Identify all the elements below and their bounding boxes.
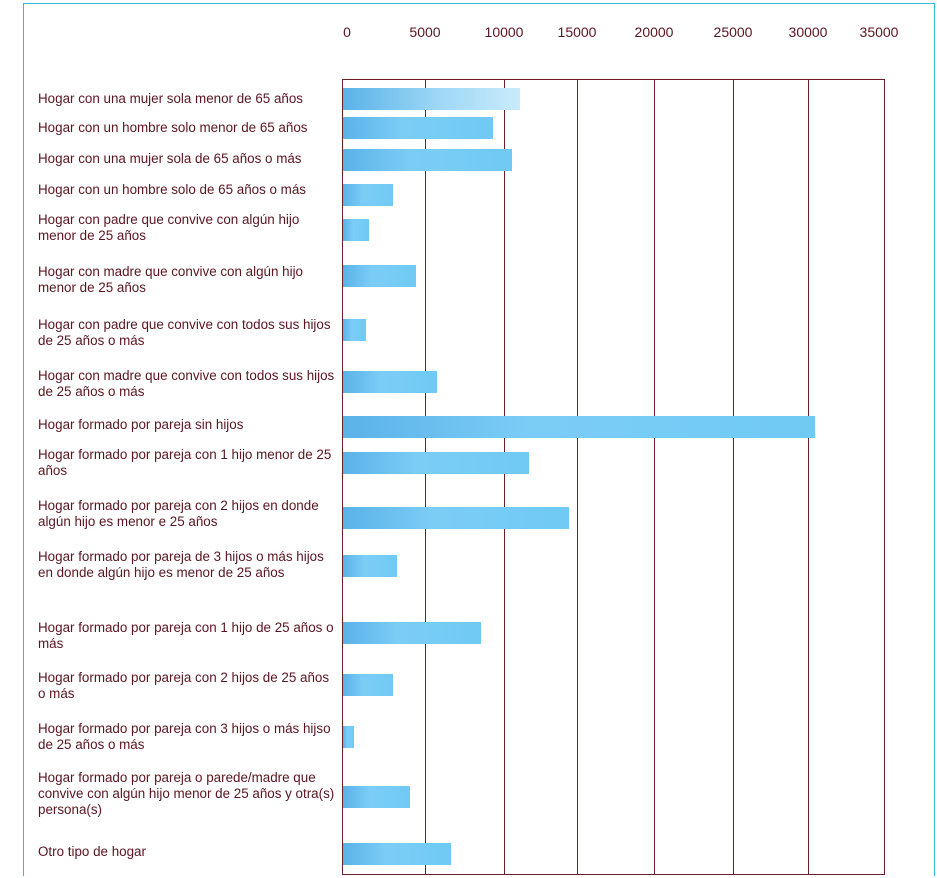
bar — [343, 843, 452, 865]
category-label: Hogar formado por pareja con 2 hijos en … — [38, 498, 319, 529]
bar — [343, 622, 481, 644]
x-tick-label: 0 — [343, 24, 351, 40]
category-label: Hogar con padre que convive con todos su… — [38, 317, 331, 348]
x-tick-label: 30000 — [788, 24, 828, 40]
category-label: Hogar con un hombre solo menor de 65 año… — [38, 120, 308, 135]
gridline — [425, 79, 426, 875]
bar — [343, 786, 410, 808]
category-label: Hogar con una mujer sola menor de 65 año… — [38, 91, 303, 106]
bar — [343, 219, 370, 241]
bar — [343, 507, 570, 529]
bar — [343, 319, 367, 341]
bar — [343, 265, 416, 287]
category-label: Hogar formado por pareja con 2 hijos de … — [38, 670, 330, 701]
x-tick-label: 5000 — [409, 24, 441, 40]
gridline — [577, 79, 578, 875]
bar — [343, 184, 393, 206]
category-label: Hogar formado por pareja con 1 hijo de 2… — [38, 620, 334, 651]
bar — [343, 88, 520, 110]
bar — [343, 149, 512, 171]
x-tick-label: 35000 — [859, 24, 899, 40]
gridline — [654, 79, 655, 875]
category-label: Otro tipo de hogar — [38, 844, 146, 859]
x-tick-label: 10000 — [484, 24, 524, 40]
plot-area — [342, 79, 885, 875]
category-label: Hogar con madre que convive con todos su… — [38, 368, 335, 399]
gridline — [733, 79, 734, 875]
category-label: Hogar formado por pareja con 3 hijos o m… — [38, 721, 331, 752]
category-label: Hogar formado por pareja de 3 hijos o má… — [38, 549, 324, 580]
bar — [343, 674, 393, 696]
x-tick-label: 15000 — [557, 24, 597, 40]
bar — [343, 555, 398, 577]
x-tick-label: 25000 — [713, 24, 753, 40]
category-label: Hogar formado por pareja con 1 hijo meno… — [38, 447, 332, 478]
gridline — [808, 79, 809, 875]
bar — [343, 726, 354, 748]
chart-frame — [23, 3, 935, 876]
category-label: Hogar con un hombre solo de 65 años o má… — [38, 182, 306, 197]
category-label: Hogar formado por pareja sin hijos — [38, 417, 244, 432]
category-label: Hogar con una mujer sola de 65 años o má… — [38, 151, 302, 166]
bar — [343, 371, 438, 393]
category-label: Hogar formado por pareja o parede/madre … — [38, 770, 335, 817]
bar — [343, 416, 816, 438]
bar — [343, 117, 494, 139]
category-label: Hogar con padre que convive con algún hi… — [38, 212, 300, 243]
bar — [343, 452, 529, 474]
category-label: Hogar con madre que convive con algún hi… — [38, 264, 304, 295]
gridline — [504, 79, 505, 875]
x-tick-label: 20000 — [634, 24, 674, 40]
